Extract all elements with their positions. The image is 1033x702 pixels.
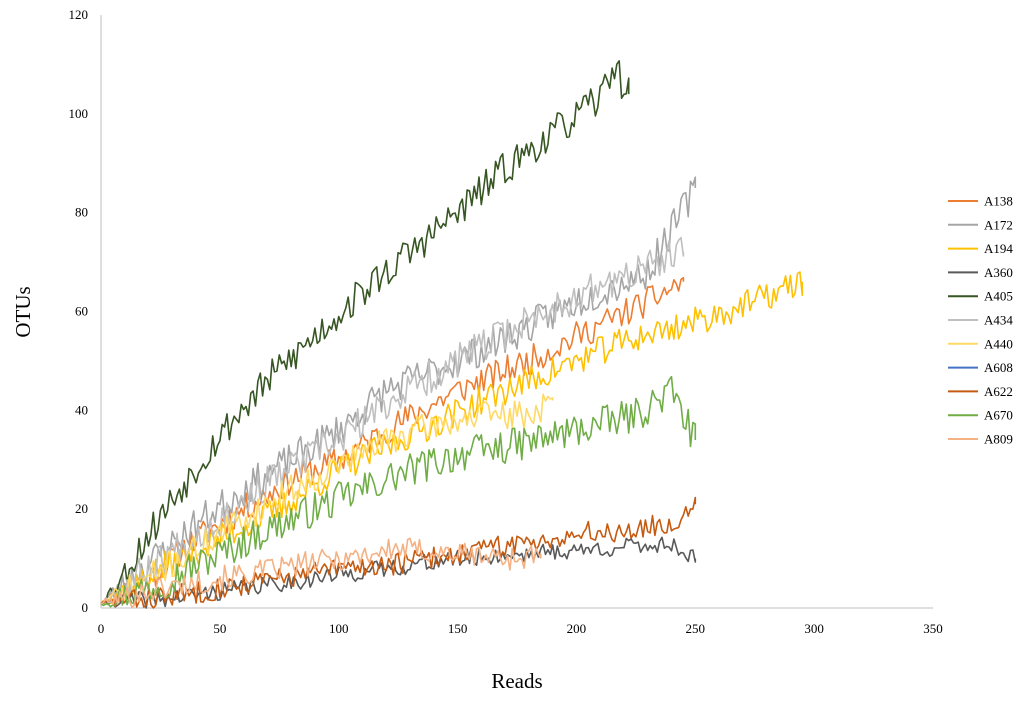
series-line-a434 xyxy=(100,236,685,605)
x-tick-label: 350 xyxy=(923,621,943,636)
series-lines xyxy=(100,60,804,609)
legend-label: A440 xyxy=(984,336,1013,351)
series-line-a670 xyxy=(100,375,697,608)
legend-item-a809: A809 xyxy=(948,432,1013,447)
y-axis-ticks: 0 20 40 60 80 100 120 xyxy=(69,7,89,615)
legend-item-a622: A622 xyxy=(948,384,1013,399)
x-tick-label: 300 xyxy=(804,621,824,636)
legend-item-a434: A434 xyxy=(948,313,1013,328)
plot-area: 0 50 100 150 200 250 300 350 0 20 40 60 80 100 120 xyxy=(69,7,943,636)
legend-label: A434 xyxy=(984,313,1013,328)
x-tick-label: 0 xyxy=(98,621,105,636)
legend-item-a360: A360 xyxy=(948,265,1013,280)
legend-label: A622 xyxy=(984,384,1013,399)
y-tick-label: 0 xyxy=(82,600,89,615)
legend-item-a138: A138 xyxy=(948,194,1013,209)
legend-label: A172 xyxy=(984,217,1013,232)
series-line-a622 xyxy=(100,496,697,609)
y-tick-label: 60 xyxy=(75,304,88,319)
x-tick-label: 100 xyxy=(329,621,349,636)
x-tick-label: 50 xyxy=(213,621,226,636)
y-tick-label: 100 xyxy=(69,106,89,121)
series-line-a172 xyxy=(100,176,697,605)
legend-label: A138 xyxy=(984,194,1013,209)
legend-label: A360 xyxy=(984,265,1013,280)
x-tick-label: 200 xyxy=(567,621,587,636)
legend-label: A405 xyxy=(984,289,1013,304)
x-tick-label: 250 xyxy=(686,621,706,636)
y-tick-label: 40 xyxy=(75,402,88,417)
y-tick-label: 80 xyxy=(75,205,88,220)
legend-item-a440: A440 xyxy=(948,336,1013,351)
legend-label: A670 xyxy=(984,408,1013,423)
legend-label: A608 xyxy=(984,360,1013,375)
y-axis-title: OTUs xyxy=(11,286,35,337)
y-tick-label: 20 xyxy=(75,501,88,516)
x-axis-title: Reads xyxy=(491,669,542,693)
series-line-a440 xyxy=(100,393,554,605)
legend-label: A194 xyxy=(984,241,1013,256)
series-line-a809 xyxy=(100,537,542,609)
legend-item-a194: A194 xyxy=(948,241,1013,256)
legend: A138 A172 A194 A360 A405 A434 A440 A608 A622 A670… xyxy=(948,194,1013,447)
legend-item-a405: A405 xyxy=(948,289,1013,304)
series-line-a194 xyxy=(100,271,804,605)
legend-item-a172: A172 xyxy=(948,217,1013,232)
y-tick-label: 120 xyxy=(69,7,89,22)
x-tick-label: 150 xyxy=(448,621,468,636)
series-line-a405 xyxy=(100,60,630,606)
x-axis-ticks: 0 50 100 150 200 250 300 350 xyxy=(98,621,943,636)
legend-item-a670: A670 xyxy=(948,408,1013,423)
legend-item-a608: A608 xyxy=(948,360,1013,375)
legend-label: A809 xyxy=(984,432,1013,447)
